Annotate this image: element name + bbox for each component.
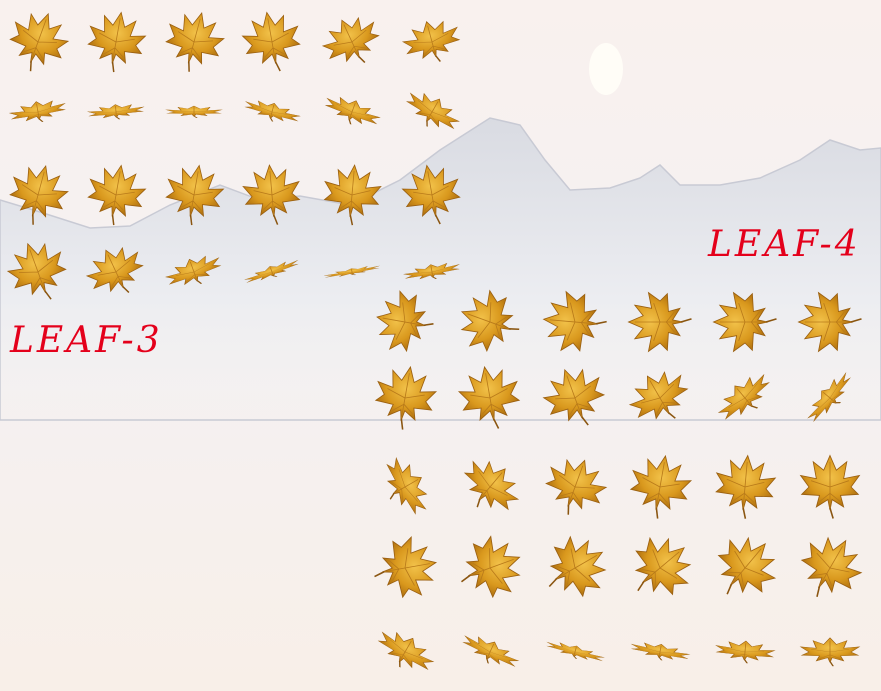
label-leaf-3: LEAF-3 — [9, 320, 163, 361]
moon — [589, 43, 623, 95]
label-leaf-4: LEAF-4 — [707, 224, 861, 265]
